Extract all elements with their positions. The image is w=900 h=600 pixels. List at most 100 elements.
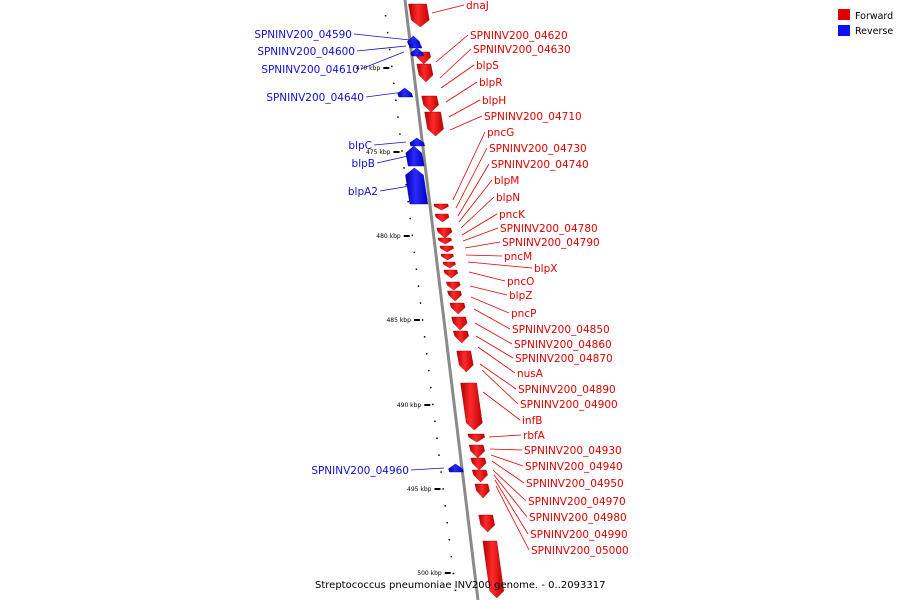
gene-label-spninv200-04990: SPNINV200_04990: [530, 529, 628, 541]
scale-label: 470 kbp: [356, 65, 381, 72]
reverse-leader-line: [373, 141, 407, 146]
reverse-gene-arrow: [409, 137, 426, 147]
forward-gene-arrow: [451, 316, 468, 331]
gene-label-pncp: pncP: [511, 308, 536, 320]
gene-label-blps: blpS: [476, 60, 499, 72]
minor-tick: [448, 538, 451, 541]
gene-label-pnco: pncO: [507, 276, 534, 288]
minor-tick: [393, 82, 395, 85]
gene-label-spninv200-04950: SPNINV200_04950: [526, 478, 624, 490]
gene-label-pnck: pncK: [499, 209, 526, 221]
gene-label-spninv200-04620: SPNINV200_04620: [470, 30, 568, 42]
minor-tick: [419, 302, 422, 304]
forward-leader-line: [494, 479, 529, 535]
gene-label-blpr: blpR: [479, 77, 503, 89]
forward-gene-arrow: [482, 540, 504, 599]
major-tick: [413, 319, 420, 321]
forward-leader-line: [468, 271, 506, 282]
scale-label: 475 kbp: [366, 149, 391, 156]
forward-gene-arrow: [468, 444, 485, 459]
gene-label-pncg: pncG: [487, 127, 514, 139]
gene-label-spninv200-04980: SPNINV200_04980: [529, 512, 627, 524]
gene-label-spninv200-04780: SPNINV200_04780: [500, 223, 598, 235]
forward-gene-arrow: [442, 261, 456, 269]
forward-leader-line: [440, 64, 475, 89]
forward-leader-line: [465, 254, 503, 257]
reverse-leader-line: [376, 155, 409, 164]
legend-forward-swatch: [838, 9, 850, 20]
gene-label-spninv200-04860: SPNINV200_04860: [514, 339, 612, 351]
minor-tick: [452, 572, 455, 575]
scale-label: 480 kbp: [376, 233, 401, 240]
major-tick: [444, 572, 451, 574]
gene-label-spninv200-04590: SPNINV200_04590: [254, 29, 352, 41]
forward-leader-line: [448, 99, 481, 118]
gene-label-spninv200-04710: SPNINV200_04710: [484, 111, 582, 123]
minor-tick: [440, 471, 442, 473]
scale-label: 485 kbp: [386, 317, 411, 324]
forward-leader-line: [470, 296, 510, 314]
major-tick: [403, 235, 410, 237]
forward-gene-arrow: [434, 213, 450, 223]
gene-features: [397, 3, 504, 599]
legend-reverse-swatch: [838, 25, 850, 36]
gene-label-spninv200-04970: SPNINV200_04970: [528, 496, 626, 508]
major-tick: [424, 404, 431, 406]
reverse-leader-line: [410, 467, 445, 471]
forward-gene-arrow: [416, 63, 434, 83]
forward-gene-arrow: [471, 469, 488, 483]
forward-leader-line: [475, 335, 514, 359]
reverse-leader-line: [379, 185, 411, 192]
forward-leader-line: [488, 434, 522, 438]
gene-label-pncm: pncM: [504, 251, 532, 263]
gene-label-dnaj: dnaJ: [466, 0, 489, 12]
gene-label-blpm: blpM: [494, 175, 519, 187]
forward-leader-line: [481, 369, 519, 405]
forward-leader-line: [479, 363, 517, 390]
forward-leader-line: [458, 179, 493, 223]
reverse-gene-arrow: [397, 87, 414, 98]
genome-caption: Streptococcus pneumoniae INV200 genome. …: [315, 580, 605, 591]
reverse-leader-line: [360, 51, 405, 70]
reverse-gene-arrow: [410, 47, 425, 57]
forward-leader-line: [439, 48, 472, 79]
forward-leader-line: [495, 485, 530, 551]
forward-gene-arrow: [460, 382, 483, 431]
forward-leader-line: [449, 115, 483, 131]
legend: Forward Reverse: [838, 9, 893, 37]
gene-labels: dnaJ SPNINV200_04620 SPNINV200_04630 blpS bl…: [254, 0, 628, 557]
minor-tick: [438, 454, 440, 456]
major-tick: [393, 151, 400, 153]
forward-leader-line: [489, 448, 523, 451]
genome-backbone: [403, 0, 480, 600]
forward-leader-line: [431, 4, 465, 14]
forward-gene-arrow: [449, 302, 466, 315]
forward-leader-line: [460, 196, 495, 229]
reverse-gene-arrow: [408, 41, 423, 49]
minor-tick: [428, 369, 430, 372]
forward-leader-line: [462, 227, 499, 242]
minor-tick: [409, 217, 411, 220]
forward-gene-arrow: [456, 350, 474, 373]
minor-tick: [390, 65, 393, 68]
forward-gene-arrow: [440, 253, 454, 261]
forward-gene-arrow: [421, 95, 439, 113]
minor-tick: [384, 15, 387, 17]
gene-label-spninv200-04900: SPNINV200_04900: [520, 399, 618, 411]
minor-tick: [395, 99, 397, 101]
forward-gene-arrow: [408, 3, 430, 28]
major-tick: [434, 488, 441, 490]
gene-label-spninv200-04940: SPNINV200_04940: [525, 461, 623, 473]
minor-tick: [436, 437, 438, 439]
gene-label-spninv200-04890: SPNINV200_04890: [518, 384, 616, 396]
minor-tick: [450, 555, 453, 558]
minor-tick: [403, 167, 405, 169]
gene-label-nusa: nusA: [517, 368, 544, 380]
reverse-leader-line: [356, 45, 407, 52]
gene-label-infb: infB: [522, 415, 542, 427]
forward-gene-arrow: [439, 245, 454, 253]
gene-label-spninv200-05000: SPNINV200_05000: [531, 545, 629, 557]
legend-forward-label: Forward: [855, 11, 893, 22]
gene-label-spninv200-04740: SPNINV200_04740: [491, 159, 589, 171]
